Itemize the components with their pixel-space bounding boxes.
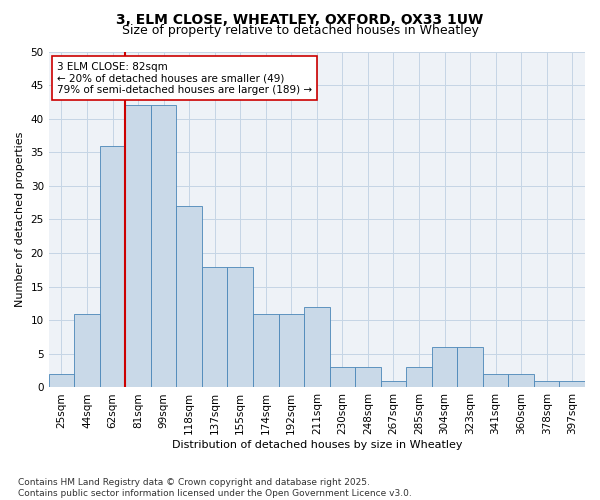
Bar	[380, 380, 406, 388]
Y-axis label: Number of detached properties: Number of detached properties	[15, 132, 25, 307]
X-axis label: Distribution of detached houses by size in Wheatley: Distribution of detached houses by size …	[172, 440, 462, 450]
Bar	[74, 314, 100, 388]
Bar	[304, 307, 329, 388]
Bar	[278, 314, 304, 388]
Bar	[125, 106, 151, 388]
Text: 3, ELM CLOSE, WHEATLEY, OXFORD, OX33 1UW: 3, ELM CLOSE, WHEATLEY, OXFORD, OX33 1UW	[116, 12, 484, 26]
Bar	[329, 368, 355, 388]
Bar	[176, 206, 202, 388]
Bar	[457, 347, 483, 388]
Text: Size of property relative to detached houses in Wheatley: Size of property relative to detached ho…	[122, 24, 478, 37]
Bar	[508, 374, 534, 388]
Bar	[202, 266, 227, 388]
Bar	[432, 347, 457, 388]
Bar	[151, 106, 176, 388]
Bar	[355, 368, 380, 388]
Bar	[559, 380, 585, 388]
Bar	[100, 146, 125, 388]
Bar	[49, 374, 74, 388]
Text: 3 ELM CLOSE: 82sqm
← 20% of detached houses are smaller (49)
79% of semi-detache: 3 ELM CLOSE: 82sqm ← 20% of detached hou…	[57, 62, 312, 95]
Bar	[406, 368, 432, 388]
Text: Contains HM Land Registry data © Crown copyright and database right 2025.
Contai: Contains HM Land Registry data © Crown c…	[18, 478, 412, 498]
Bar	[483, 374, 508, 388]
Bar	[227, 266, 253, 388]
Bar	[253, 314, 278, 388]
Bar	[534, 380, 559, 388]
